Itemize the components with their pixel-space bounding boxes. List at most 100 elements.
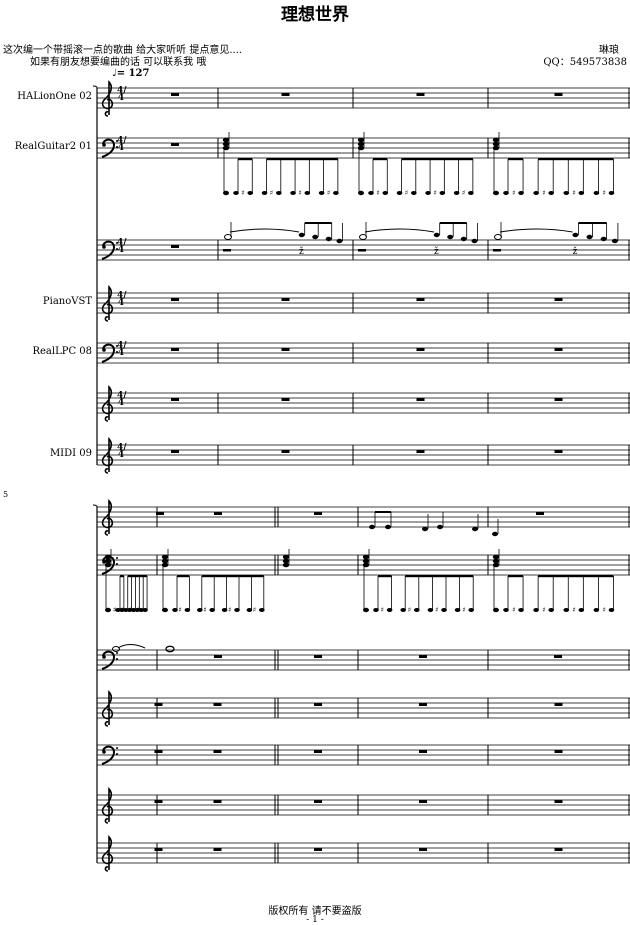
bass-clef-dot xyxy=(116,351,118,353)
note-head xyxy=(608,608,615,612)
beam xyxy=(378,575,392,578)
note-head xyxy=(282,554,290,560)
whole-rest xyxy=(154,800,163,803)
bass-clef-dot xyxy=(116,747,118,749)
whole-rest xyxy=(171,245,179,248)
whole-rest xyxy=(419,800,427,803)
note-head xyxy=(503,191,509,195)
note-head xyxy=(493,190,499,196)
note-head xyxy=(396,191,403,195)
whole-rest xyxy=(154,703,163,706)
note-head xyxy=(611,238,618,244)
measure-number: 5 xyxy=(3,490,9,499)
treble-clef-icon xyxy=(101,835,114,872)
beam xyxy=(304,222,332,224)
whole-rest xyxy=(314,655,322,658)
note-head xyxy=(503,608,509,612)
whole-rest xyxy=(213,703,222,706)
whole-rest xyxy=(213,848,222,851)
tie xyxy=(499,228,573,233)
note-head xyxy=(563,191,570,195)
whole-rest xyxy=(416,398,425,401)
note-head xyxy=(427,608,434,612)
note-head xyxy=(259,608,265,612)
time-signature: 4/4 xyxy=(117,238,127,255)
sharp-sign: ♯ xyxy=(602,189,605,197)
tie xyxy=(364,228,435,233)
page-number: - 1 - xyxy=(306,915,324,925)
note-head xyxy=(221,608,228,612)
note-head xyxy=(368,191,374,195)
note-head xyxy=(492,558,500,564)
whole-rest xyxy=(154,750,163,753)
note-head xyxy=(382,191,389,195)
time-signature: 4/4 xyxy=(117,341,127,358)
note-head xyxy=(608,191,615,195)
half-note-head xyxy=(112,646,120,652)
sharp-sign: ♯ xyxy=(572,606,575,614)
whole-rest xyxy=(171,398,179,401)
whole-rest xyxy=(314,800,322,803)
whole-note-head xyxy=(165,645,175,653)
note-head xyxy=(468,608,475,612)
note-head xyxy=(172,608,178,612)
beam xyxy=(578,222,607,224)
whole-rest xyxy=(214,512,222,515)
note-head xyxy=(105,607,111,613)
sharp-sign: ♯ xyxy=(270,189,273,197)
note-head xyxy=(134,608,141,612)
instrument-label: PianoVST xyxy=(42,296,92,307)
half-rest xyxy=(223,249,231,252)
whole-rest xyxy=(419,848,427,851)
beam xyxy=(238,158,253,161)
note-head xyxy=(441,608,447,612)
whole-rest xyxy=(213,800,222,803)
bass-clef-dot xyxy=(116,140,118,142)
bass-clef-icon xyxy=(101,240,116,260)
note-head xyxy=(362,554,370,560)
bass-clef-dot xyxy=(116,146,118,148)
note-head xyxy=(184,608,191,612)
beam xyxy=(120,575,124,578)
whole-rest xyxy=(214,655,222,658)
note-head xyxy=(425,191,431,195)
note-head xyxy=(104,554,112,560)
beam xyxy=(201,575,264,578)
note-head xyxy=(548,191,554,195)
tie xyxy=(117,644,146,649)
description-line-2: 如果有朋友想要编曲的话 可以联系我 哦 xyxy=(30,57,207,68)
half-rest xyxy=(358,249,366,252)
note-head xyxy=(447,234,454,240)
sharp-sign: ♯ xyxy=(376,189,379,197)
sharp-sign: ♯ xyxy=(327,189,330,197)
note-head xyxy=(247,191,254,195)
whole-rest xyxy=(213,750,222,753)
note-head xyxy=(126,608,133,612)
whole-rest xyxy=(154,848,163,851)
whole-rest xyxy=(416,450,425,453)
half-rest xyxy=(536,512,544,515)
sharp-sign: ♯ xyxy=(121,606,124,614)
note-head xyxy=(261,191,268,195)
beam xyxy=(508,158,524,161)
bass-clef-icon xyxy=(102,750,106,754)
note-head xyxy=(453,191,460,195)
note-head xyxy=(386,608,393,612)
note-head xyxy=(234,608,240,612)
whole-rest xyxy=(156,512,164,515)
note-head xyxy=(362,558,370,564)
treble-clef-icon xyxy=(101,385,114,422)
beam xyxy=(538,158,614,161)
note-head xyxy=(492,141,500,147)
whole-rest xyxy=(171,450,179,453)
sharp-sign: ♯ xyxy=(512,606,515,614)
whole-rest xyxy=(281,398,290,401)
note-head xyxy=(209,608,215,612)
note-head xyxy=(471,238,478,244)
sharp-sign: ♯ xyxy=(136,606,139,614)
half-note-head xyxy=(224,234,232,240)
time-signature: 4/4 xyxy=(117,391,127,408)
note-head xyxy=(312,234,319,240)
whole-rest xyxy=(314,512,322,515)
copyright-footer: 版权所有 请不要盗版 xyxy=(268,906,362,917)
